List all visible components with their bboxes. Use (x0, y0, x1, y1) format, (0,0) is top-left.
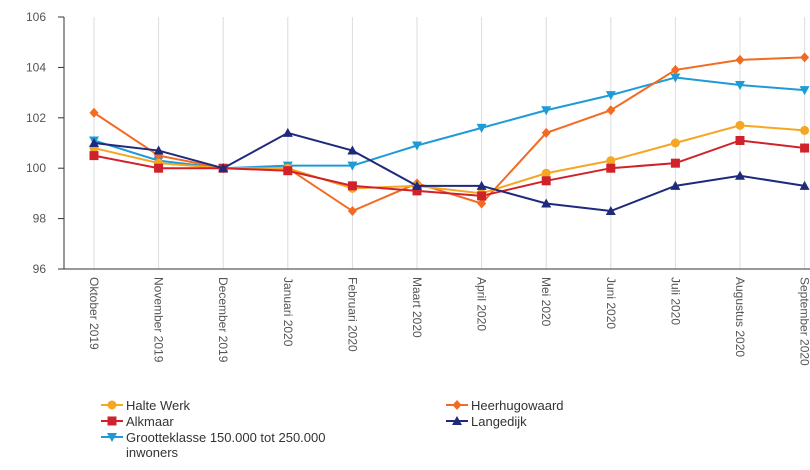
series-heerhugowaard (89, 52, 810, 217)
data-point (606, 105, 616, 116)
data-point (605, 91, 616, 101)
data-point (89, 151, 99, 161)
data-point (670, 158, 680, 168)
x-tick-label: Oktober 2019 (87, 277, 101, 350)
legend-label: Grootteklasse 150.000 tot 250.000 inwone… (126, 430, 326, 460)
data-point (89, 107, 99, 118)
y-tick-label: 100 (26, 161, 46, 175)
data-point (412, 180, 422, 190)
data-point (670, 138, 680, 148)
x-tick-label: Februari 2020 (345, 277, 359, 352)
legend-label: Langedijk (471, 414, 527, 429)
x-tick-label: Augustus 2020 (733, 277, 747, 357)
x-tick-label: Mei 2020 (539, 277, 553, 327)
legend-marker (452, 400, 462, 410)
x-tick-label: Juni 2020 (604, 277, 618, 329)
data-point (153, 145, 164, 155)
data-point (541, 106, 552, 116)
data-point (606, 163, 616, 173)
x-tick-label: November 2019 (152, 277, 166, 363)
x-tick-label: Januari 2020 (281, 277, 295, 347)
data-point (477, 191, 487, 201)
data-point (735, 81, 745, 91)
data-point (799, 86, 810, 96)
data-point (412, 141, 422, 151)
x-axis: Oktober 2019 November 2019 December 2019 Ja… (64, 268, 810, 366)
legend-item: Langedijk (445, 414, 721, 429)
data-point (541, 168, 551, 178)
data-point (541, 127, 551, 138)
data-point (670, 180, 681, 190)
series-group (89, 52, 810, 217)
x-tick-label: September 2020 (798, 277, 810, 366)
data-point (735, 54, 745, 65)
legend-marker (107, 400, 117, 410)
legend-item: Heerhugowaard (445, 398, 721, 413)
legend-swatch-icon (101, 416, 123, 426)
data-point (735, 120, 745, 130)
legend-item: Alkmaar (100, 414, 376, 429)
data-point (477, 198, 487, 209)
x-tick-label: Maart 2020 (410, 277, 424, 338)
y-axis: 96 98 100 102 104 106 (26, 10, 65, 276)
y-tick-label: 106 (26, 10, 46, 24)
data-point (347, 145, 358, 155)
legend-marker (107, 433, 117, 442)
x-tick-label: December 2019 (216, 277, 230, 363)
legend-marker (452, 416, 462, 425)
y-tick-label: 102 (26, 111, 46, 125)
grid-lines (93, 17, 806, 269)
data-point (735, 135, 745, 145)
data-point (800, 52, 810, 63)
legend-label: Heerhugowaard (471, 398, 564, 413)
y-tick-label: 98 (33, 212, 47, 226)
data-point (218, 163, 229, 173)
legend-label: Halte Werk (126, 398, 191, 413)
legend-swatch-icon (446, 400, 468, 410)
legend-item: Halte Werk (100, 398, 376, 413)
data-point (154, 163, 164, 173)
x-tick-label: April 2020 (475, 277, 489, 331)
series-line (93, 131, 805, 213)
data-point (89, 138, 99, 147)
data-point (670, 64, 680, 75)
y-tick-label: 96 (33, 262, 47, 276)
legend-label: Alkmaar (126, 414, 174, 429)
data-point (412, 186, 422, 196)
y-tick-label: 104 (26, 60, 46, 74)
legend-marker (107, 416, 117, 426)
series-langedijk (89, 127, 810, 216)
data-point (476, 123, 487, 133)
data-point (283, 166, 293, 176)
data-point (347, 181, 357, 191)
series-line (93, 139, 805, 197)
x-tick-label: Juli 2020 (668, 277, 682, 325)
legend-item: Grootteklasse 150.000 tot 250.000 inwone… (100, 430, 376, 460)
data-point (347, 161, 358, 171)
data-point (541, 176, 551, 186)
data-point (476, 180, 487, 190)
data-point (605, 206, 616, 216)
data-point (606, 156, 616, 166)
data-point (800, 125, 810, 135)
series-alkmaar (89, 135, 810, 201)
data-point (282, 127, 293, 137)
data-point (800, 143, 810, 153)
line-chart: 96 98 100 102 104 106 Oktober 2019 November 20… (26, 10, 810, 366)
data-point (541, 198, 552, 208)
legend-swatch-icon (101, 433, 123, 442)
data-point (735, 170, 745, 180)
data-point (799, 180, 810, 190)
legend-swatch-icon (446, 416, 468, 425)
series-grootteklasse (89, 73, 810, 174)
data-point (670, 73, 681, 83)
data-point (347, 206, 357, 217)
legend-swatch-icon (101, 400, 123, 410)
